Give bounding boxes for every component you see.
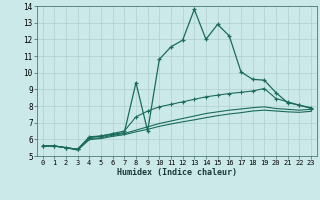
X-axis label: Humidex (Indice chaleur): Humidex (Indice chaleur) — [117, 168, 237, 177]
